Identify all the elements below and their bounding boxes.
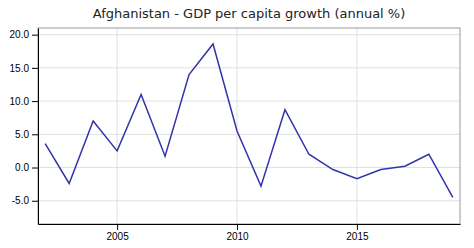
y-axis: -5.0 0.0 5.0 10.0 15.0 20.0 <box>10 29 39 225</box>
x-axis: 2005 2010 2015 <box>39 224 461 242</box>
y-tick-mark <box>32 201 38 202</box>
y-tick-mark <box>32 68 38 69</box>
x-tick-label: 2005 <box>107 231 130 242</box>
y-tick-mark <box>32 168 38 169</box>
line <box>45 44 453 197</box>
y-tick: 20.0 <box>10 29 38 40</box>
grid-line <box>356 28 357 224</box>
grid-line <box>38 200 460 201</box>
plot-area: -5.0 0.0 5.0 10.0 15.0 20.0 2005 2010 2015 <box>10 28 461 242</box>
y-tick-label: -5.0 <box>12 195 30 206</box>
grid-line <box>38 134 460 135</box>
grid-line <box>117 28 118 224</box>
y-tick-label: 10.0 <box>10 96 30 107</box>
x-tick-mark <box>357 224 358 230</box>
x-tick-label: 2010 <box>226 231 249 242</box>
y-axis-line <box>38 29 39 225</box>
grid-line <box>38 101 460 102</box>
grid <box>38 28 460 224</box>
x-tick: 2010 <box>226 224 249 242</box>
y-tick-label: 15.0 <box>10 63 30 74</box>
y-tick-label: 20.0 <box>10 29 30 40</box>
x-tick-label: 2015 <box>346 231 369 242</box>
x-axis-line <box>39 224 461 225</box>
y-tick-mark <box>32 134 38 135</box>
y-tick-mark <box>32 101 38 102</box>
grid-line <box>38 34 460 35</box>
y-tick: 10.0 <box>10 96 38 107</box>
x-tick-mark <box>237 224 238 230</box>
plot-frame <box>38 28 460 224</box>
y-tick-label: 5.0 <box>15 129 29 140</box>
chart: -5.0 0.0 5.0 10.0 15.0 20.0 2005 2010 2015 Afghan… <box>0 0 474 248</box>
title: Afghanistan - GDP per capita growth (ann… <box>93 6 406 21</box>
x-tick: 2015 <box>346 224 369 242</box>
grid-line <box>38 67 460 68</box>
y-tick-label: 0.0 <box>15 162 29 173</box>
y-tick: 5.0 <box>15 129 38 140</box>
y-tick-mark <box>32 35 38 36</box>
grid-line <box>237 28 238 224</box>
y-tick: 0.0 <box>15 162 38 173</box>
y-tick: -5.0 <box>12 195 38 206</box>
x-tick: 2005 <box>107 224 130 242</box>
series-group <box>45 44 453 197</box>
x-tick-mark <box>117 224 118 230</box>
y-tick: 15.0 <box>10 63 38 74</box>
